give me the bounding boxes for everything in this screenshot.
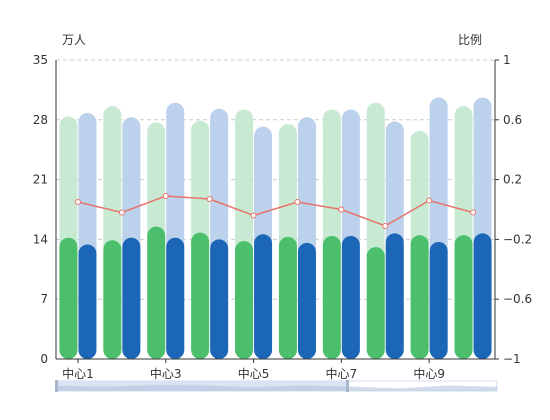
green-bar	[235, 241, 254, 359]
blue-bar	[254, 234, 273, 359]
right-tick-label: 1	[503, 53, 511, 67]
left-tick-label: 28	[33, 113, 48, 127]
green-bar	[147, 226, 166, 359]
green-bar	[322, 235, 341, 359]
right-tick-label: 0.6	[503, 113, 522, 127]
ratio-point	[470, 209, 477, 216]
ratio-point	[74, 199, 81, 206]
ratio-point	[118, 209, 125, 216]
x-tick-label: 中心7	[326, 366, 358, 381]
left-axis-unit: 万人	[62, 33, 86, 47]
right-tick-label: −0.6	[503, 292, 532, 306]
ratio-point	[162, 193, 169, 200]
left-tick-label: 21	[33, 173, 48, 187]
blue-bar	[341, 235, 360, 359]
ratio-polyline	[77, 195, 474, 227]
blue-bar	[429, 241, 448, 359]
left-tick-label: 0	[40, 352, 48, 366]
x-tick-label: 中心5	[238, 366, 270, 381]
zoom-preview-shadow	[56, 385, 497, 391]
blue-bar	[210, 239, 229, 359]
x-tick-label: 中心9	[413, 366, 445, 381]
grid	[56, 59, 495, 300]
ratio-point	[338, 206, 345, 213]
zoom-handle-right[interactable]	[346, 380, 350, 392]
zoom-handle-left[interactable]	[55, 380, 58, 392]
green-bar	[103, 240, 122, 359]
axes: 0 7 14 21 28 35 −1 −0.6 −0.2 0.2 0.6 1 中心1 中心3 中心5 中心7 中…	[33, 53, 532, 381]
blue-bar	[78, 244, 97, 359]
green-bar	[366, 247, 385, 359]
green-bar	[191, 232, 210, 359]
ratio-point	[426, 197, 433, 204]
blue-bar	[473, 233, 492, 359]
green-bar	[454, 235, 473, 359]
right-tick-label: −0.2	[503, 232, 532, 246]
blue-bar	[166, 237, 185, 359]
ratio-line	[74, 193, 477, 229]
ratio-point	[382, 222, 389, 229]
x-tick-label: 中心3	[150, 366, 182, 381]
blue-bar	[297, 242, 316, 359]
left-tick-label: 7	[40, 292, 48, 306]
ratio-point	[294, 199, 301, 206]
ratio-point	[250, 212, 257, 219]
x-tick-label: 中心1	[62, 366, 94, 381]
blue-bar	[385, 233, 404, 359]
left-tick-label: 14	[33, 232, 48, 246]
left-tick-label: 35	[33, 53, 48, 67]
right-tick-label: −1	[503, 352, 521, 366]
data-zoom-slider[interactable]	[55, 380, 498, 392]
bars	[59, 97, 492, 360]
ratio-point	[206, 196, 213, 203]
green-bar	[410, 235, 429, 359]
green-bar	[278, 236, 297, 359]
blue-bar	[122, 237, 141, 359]
green-bar	[59, 237, 78, 359]
right-axis-unit: 比例	[458, 33, 482, 47]
right-tick-label: 0.2	[503, 173, 522, 187]
